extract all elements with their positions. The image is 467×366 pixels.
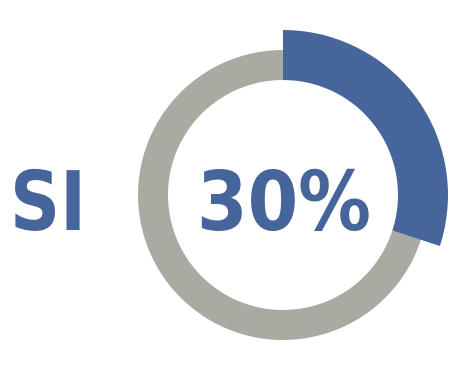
category-label: SI: [10, 155, 86, 250]
donut-slices: [138, 30, 448, 340]
donut-slice-highlighted: [283, 30, 448, 246]
percent-value-label: 30%: [197, 155, 371, 250]
